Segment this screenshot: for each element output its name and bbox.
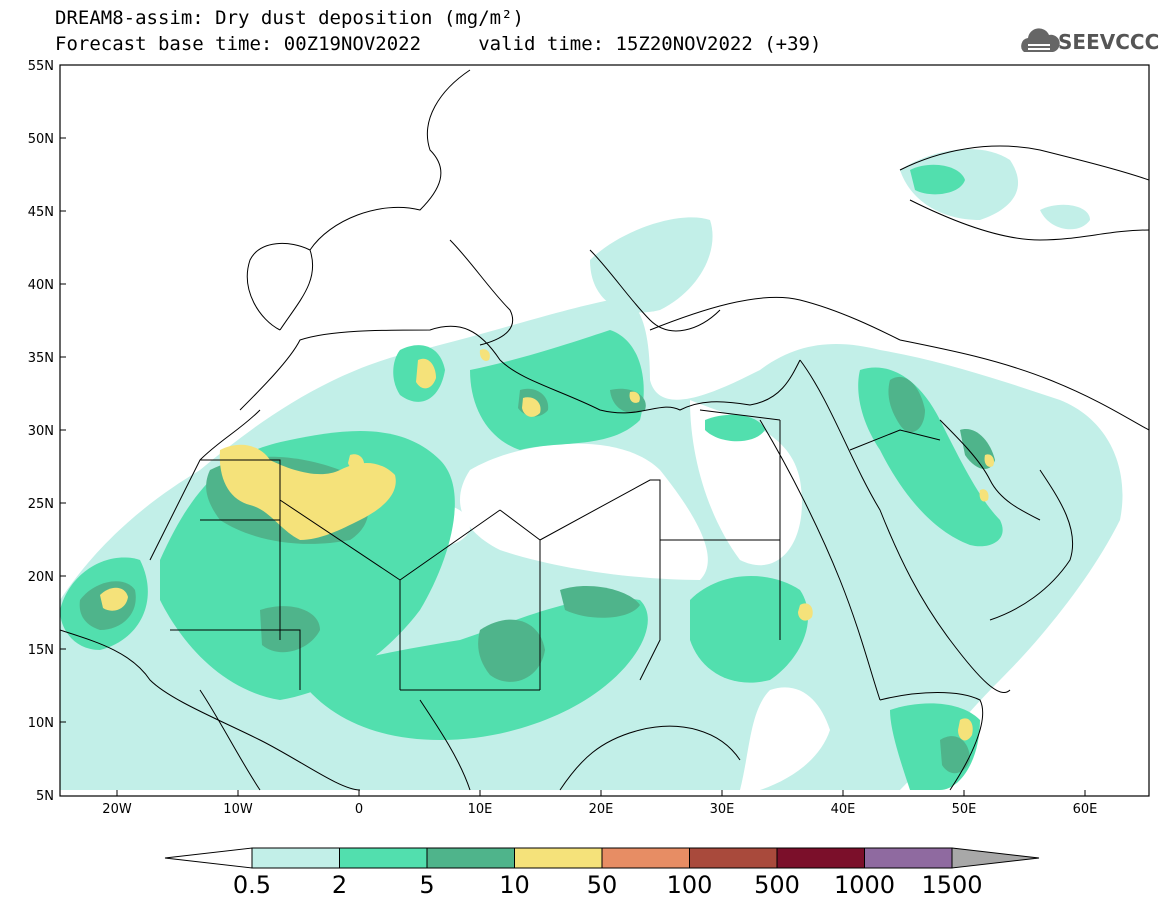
lat-label: 50N — [28, 132, 54, 147]
lat-label: 5N — [36, 789, 54, 804]
legend-label: 1500 — [921, 871, 982, 899]
map-subtitle: Forecast base time: 00Z19NOV2022 valid t… — [55, 33, 822, 55]
legend-label: 500 — [754, 871, 800, 899]
lat-label: 20N — [28, 570, 54, 585]
lon-label: 20E — [589, 802, 614, 817]
lon-label: 0 — [355, 802, 363, 817]
lon-label: 30E — [710, 802, 735, 817]
lat-label: 25N — [28, 497, 54, 512]
lat-label: 35N — [28, 351, 54, 366]
legend-label: 10 — [499, 871, 530, 899]
legend-swatch — [514, 847, 603, 869]
legend-swatch — [776, 847, 865, 869]
legend-swatch — [426, 847, 515, 869]
legend-swatch — [864, 847, 953, 869]
legend-label: 0.5 — [233, 871, 271, 899]
lat-label: 10N — [28, 716, 54, 731]
legend-label: 100 — [667, 871, 713, 899]
legend-swatch — [689, 847, 778, 869]
cloud-logo-icon — [1021, 28, 1060, 52]
lon-label: 10E — [468, 802, 493, 817]
lat-label: 30N — [28, 424, 54, 439]
lat-label: 45N — [28, 205, 54, 220]
legend-swatch — [251, 847, 340, 869]
legend-swatch-low — [164, 847, 253, 869]
lat-axis: 55N 50N 45N 40N 35N 30N 25N 20N 15N 10N … — [28, 59, 66, 804]
lon-label: 50E — [952, 802, 977, 817]
lon-axis: 20W 10W 0 10E 20E 30E 40E 50E 60E — [102, 790, 1097, 817]
map-title: DREAM8-assim: Dry dust deposition (mg/m²… — [55, 7, 524, 29]
lat-label: 15N — [28, 643, 54, 658]
legend-swatch-high — [951, 847, 1040, 869]
lon-label: 10W — [223, 802, 253, 817]
lon-label: 60E — [1073, 802, 1098, 817]
lat-label: 40N — [28, 278, 54, 293]
map-boundaries — [60, 69, 1149, 791]
legend-label: 2 — [332, 871, 347, 899]
legend-label: 1000 — [834, 871, 895, 899]
lat-label: 55N — [28, 59, 54, 74]
legend-label: 50 — [587, 871, 618, 899]
legend-label: 5 — [419, 871, 434, 899]
lon-label: 40E — [831, 802, 856, 817]
legend-swatch — [601, 847, 690, 869]
logo-text: SEEVCCC — [1058, 30, 1160, 54]
dust-shading — [60, 149, 1123, 790]
lon-label: 20W — [102, 802, 132, 817]
legend-swatch — [339, 847, 428, 869]
